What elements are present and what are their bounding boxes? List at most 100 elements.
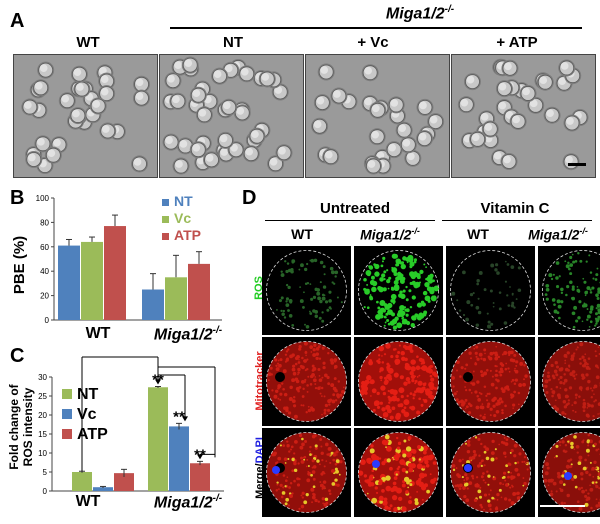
fluorescent-spot [489,489,492,492]
fluorescent-spot [564,412,567,416]
fluorescent-spot [375,313,381,320]
fluorescent-spot [403,439,407,443]
fluorescent-spot [287,411,292,415]
fluorescent-spot [424,459,429,465]
fluorescent-spot [434,387,437,391]
fluorescent-spot [594,364,598,368]
fluorescent-spot [391,267,398,274]
fluorescent-spot [401,356,406,361]
fluorescent-spot [370,453,377,460]
fluorescent-spot [555,407,560,412]
fluorescent-spot [416,410,421,415]
fluorescent-spot [454,484,458,488]
fluorescent-spot [516,461,520,464]
fluorescent-spot [468,351,472,355]
fluorescent-spot [517,288,522,293]
fluorescent-spot [308,450,311,453]
fluorescent-spot [300,460,305,464]
panel-c-letter: C [10,345,25,367]
fluorescent-spot [385,501,388,504]
fluorescent-spot [550,490,553,493]
fluorescent-spot [564,260,567,263]
oocyte-highlight [324,150,333,159]
fluorescent-spot [425,367,432,373]
fluorescent-spot [570,441,574,446]
fluorescent-spot [291,457,295,462]
fluorescent-spot [398,293,403,298]
fluorescent-spot [515,298,518,301]
fluorescent-spot [594,312,598,316]
fluorescent-spot [585,489,588,492]
fluorescent-spot [374,486,378,490]
fluorescent-spot [592,414,595,418]
fluorescent-spot [561,411,565,415]
fluorescent-spot [555,373,559,377]
fluorescent-spot [421,498,424,501]
fluorescent-spot [580,486,584,489]
oocyte-highlight [316,96,325,105]
oocyte-highlight [546,109,554,118]
fluorescent-spot [422,315,424,318]
fluorescent-spot [483,508,485,511]
fluorescent-spot [465,363,469,367]
fluorescent-spot [573,377,577,380]
fluorescent-spot [316,459,320,463]
oocyte-outline [358,341,439,422]
micrograph-image [542,432,600,513]
fluorescent-spot [409,496,412,499]
fluorescent-spot [516,496,521,500]
fluorescent-spot [547,371,550,374]
micrograph-panel [354,337,443,426]
fluorescent-spot [413,315,416,318]
fluorescent-spot [550,277,554,281]
oocyte-highlight [61,94,70,103]
fluorescent-spot [319,281,322,284]
fluorescent-spot [298,268,301,271]
fluorescent-spot [276,481,279,484]
fluorescent-spot [474,436,478,439]
fluorescent-spot [589,387,592,390]
fluorescent-spot [514,467,519,472]
fluorescent-spot [576,286,579,288]
fluorescent-spot [321,311,324,314]
fluorescent-spot [504,455,507,458]
panel-c-bar [148,387,168,491]
fluorescent-spot [523,455,527,459]
fluorescent-spot [480,405,485,410]
fluorescent-spot [328,290,332,294]
legend-c-nt-swatch [62,389,72,399]
oocyte-cytoplasm [450,341,531,422]
fluorescent-spot [509,486,512,489]
panel-b-tick-label: 80 [40,218,49,227]
fluorescent-spot [327,352,330,355]
fluorescent-spot [366,283,369,286]
fluorescent-spot [332,453,337,457]
fluorescent-spot [333,377,337,381]
fluorescent-spot [552,481,557,486]
fluorescent-spot [595,498,598,501]
fluorescent-spot [576,288,580,293]
fluorescent-spot [298,507,301,510]
fluorescent-spot [543,478,548,483]
fluorescent-spot [513,454,517,458]
fluorescent-spot [381,407,386,412]
fluorescent-spot [380,379,383,382]
fluorescent-spot [421,386,426,391]
fluorescent-spot [378,358,381,361]
fluorescent-spot [489,508,492,511]
fluorescent-spot [310,473,313,477]
fluorescent-spot [277,456,282,461]
fluorescent-spot [389,415,394,420]
oocyte-highlight [100,75,109,83]
fluorescent-spot [487,503,492,508]
oocyte-outline [358,432,439,513]
fluorescent-spot [289,494,293,498]
oocyte-highlight [539,76,548,85]
fluorescent-spot [383,315,387,319]
fluorescent-spot [298,433,303,438]
micrograph-panel [538,428,600,517]
fluorescent-spot [597,308,600,312]
fluorescent-spot [274,358,278,362]
fluorescent-spot [313,258,318,263]
fluorescent-spot [588,367,591,371]
